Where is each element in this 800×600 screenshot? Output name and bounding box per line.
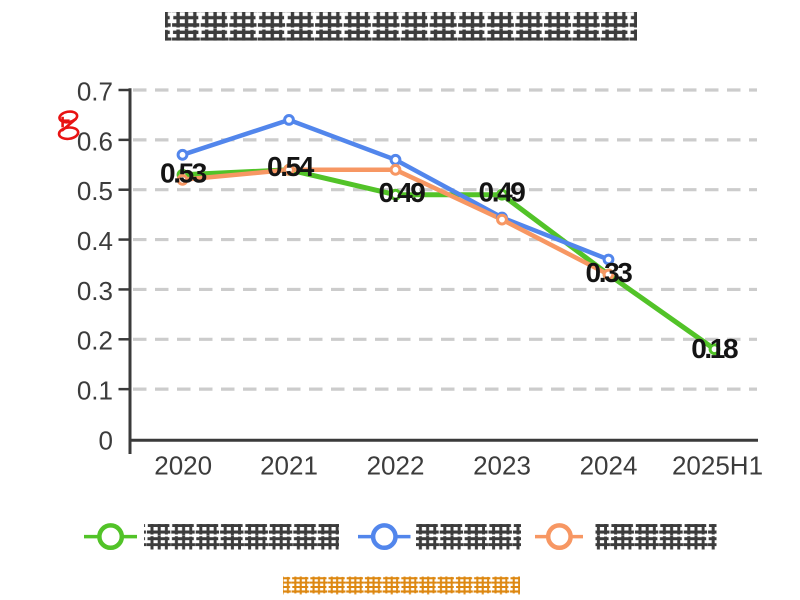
svg-text:0.6: 0.6 bbox=[77, 126, 113, 156]
svg-text:2022: 2022 bbox=[367, 451, 425, 481]
svg-text:0.53: 0.53 bbox=[160, 158, 207, 189]
svg-text:0.18: 0.18 bbox=[691, 333, 738, 364]
svg-text:0.5: 0.5 bbox=[77, 176, 113, 206]
svg-text:0.4: 0.4 bbox=[77, 226, 113, 256]
svg-text:2023: 2023 bbox=[473, 451, 531, 481]
svg-text:0.3: 0.3 bbox=[77, 276, 113, 306]
svg-text:2025H1: 2025H1 bbox=[672, 451, 763, 481]
svg-text:0.7: 0.7 bbox=[77, 76, 113, 106]
svg-text:0.2: 0.2 bbox=[77, 326, 113, 356]
svg-text:0.33: 0.33 bbox=[586, 257, 633, 288]
svg-text:2021: 2021 bbox=[260, 451, 318, 481]
svg-text:0.1: 0.1 bbox=[77, 376, 113, 406]
svg-text:0.54: 0.54 bbox=[267, 151, 315, 182]
svg-text:2020: 2020 bbox=[154, 451, 212, 481]
svg-text:0.49: 0.49 bbox=[479, 176, 526, 207]
svg-text:2024: 2024 bbox=[580, 451, 638, 481]
svg-text:0.49: 0.49 bbox=[379, 177, 426, 208]
svg-text:0: 0 bbox=[99, 425, 113, 455]
